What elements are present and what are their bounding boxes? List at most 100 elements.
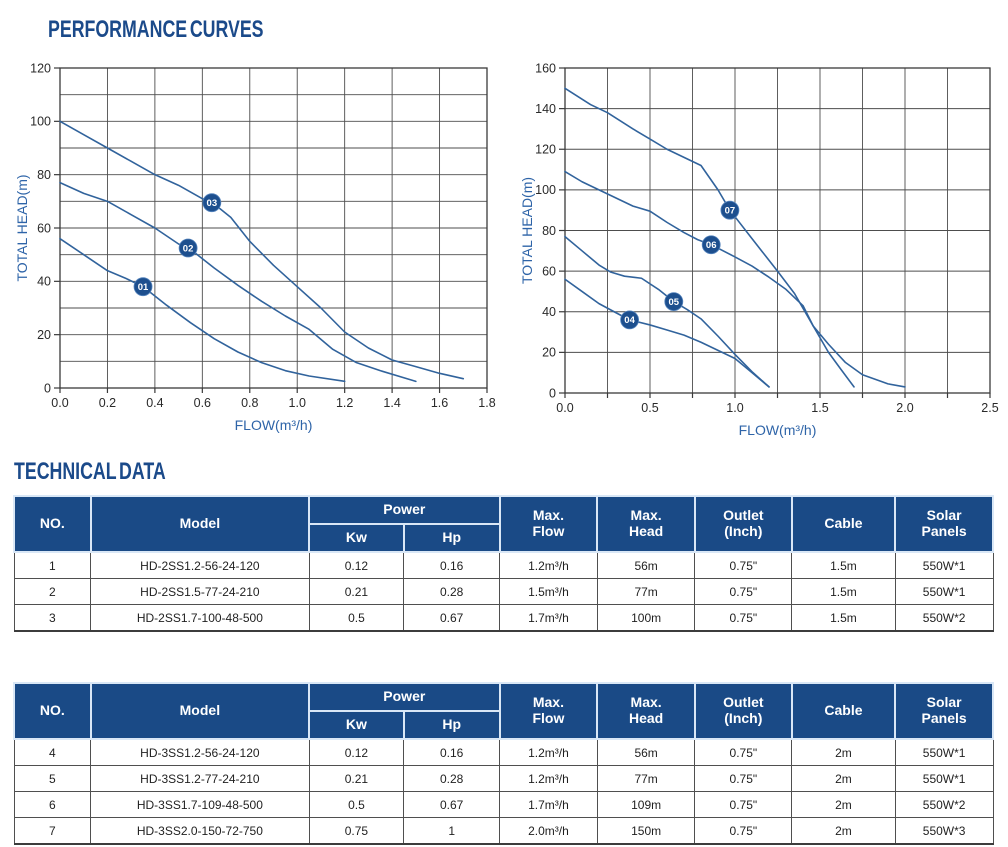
axis-ticks <box>559 67 991 398</box>
svg-text:0.4: 0.4 <box>146 396 163 410</box>
table-cell: 0.75" <box>694 604 793 632</box>
table-cell: 550W*2 <box>894 791 994 818</box>
table-cell: 550W*1 <box>894 765 994 792</box>
col-header-solar-panels: Solar Panels <box>894 682 994 740</box>
curve-marker-03: 03 <box>202 193 222 213</box>
curve-marker-02: 02 <box>178 238 198 258</box>
svg-text:0.8: 0.8 <box>241 396 258 410</box>
svg-text:0.5: 0.5 <box>641 401 658 415</box>
svg-text:60: 60 <box>542 264 556 278</box>
table-cell: 1.5m³/h <box>499 578 598 605</box>
table-cell: HD-3SS1.2-77-24-210 <box>90 765 310 792</box>
table-cell: 0.67 <box>403 791 501 818</box>
technical-data-table: NO. Model Power Max. Flow Max. Head Outlet (I… <box>13 682 994 845</box>
table-cell: 1.5m <box>791 578 896 605</box>
table-cell: 0.75" <box>694 765 793 792</box>
table-cell: 56m <box>596 738 696 766</box>
curve-06 <box>564 170 855 388</box>
svg-text:80: 80 <box>542 224 556 238</box>
col-header-kw: Kw <box>308 710 405 740</box>
col-header-outlet: Outlet (Inch) <box>693 682 793 740</box>
table-cell: 1 <box>13 551 92 579</box>
svg-text:120: 120 <box>30 61 51 75</box>
svg-text:2.0: 2.0 <box>896 401 913 415</box>
table-cell: 0.21 <box>308 578 405 605</box>
svg-text:1.4: 1.4 <box>383 396 400 410</box>
table-cell: 1.2m³/h <box>499 765 598 792</box>
table-cell: 0.12 <box>308 738 405 766</box>
tick-labels: 0.0 0.2 0.4 0.6 0.8 1.0 1.2 1.4 1.6 1.80204060801… <box>30 61 496 410</box>
svg-text:20: 20 <box>37 328 51 342</box>
svg-text:06: 06 <box>706 240 717 251</box>
table-cell: 3 <box>13 604 92 632</box>
table-cell: 56m <box>596 551 696 579</box>
performance-chart-right: 0.0 0.5 1.0 1.5 2.0 2.5 0 20 40 60 80 100 120 140 160 F… <box>519 61 999 438</box>
col-header-max-head: Max. Head <box>596 682 696 740</box>
table-cell: 6 <box>13 791 92 818</box>
curve-01 <box>59 237 346 383</box>
table-row: 5 HD-3SS1.2-77-24-210 0.21 0.28 1.2m³/h 77m 0.… <box>13 765 994 792</box>
table-cell: 1.5m <box>791 604 896 632</box>
table-cell: 77m <box>596 765 696 792</box>
table-cell: HD-2SS1.5-77-24-210 <box>90 578 310 605</box>
svg-text:1.8: 1.8 <box>478 396 495 410</box>
table-row: 4 HD-3SS1.2-56-24-120 0.12 0.16 1.2m³/h 56m 0.… <box>13 738 994 766</box>
svg-text:07: 07 <box>725 205 736 216</box>
svg-text:03: 03 <box>207 198 218 209</box>
table-cell: HD-3SS1.7-109-48-500 <box>90 791 310 818</box>
svg-text:80: 80 <box>37 168 51 182</box>
table-cell: 5 <box>13 765 92 792</box>
table-cell: 0.16 <box>403 551 501 579</box>
table-row: 1 HD-2SS1.2-56-24-120 0.12 0.16 1.2m³/h 56m 0.… <box>13 551 994 579</box>
technical-data-title: TECHNICAL DATA <box>14 458 166 485</box>
col-header-max-flow: Max. Flow <box>498 682 599 740</box>
col-header-max-flow: Max. Flow <box>498 495 599 553</box>
table-cell: 2.0m³/h <box>499 817 598 845</box>
table-cell: 0.75" <box>694 551 793 579</box>
curve-03 <box>59 120 465 380</box>
table-row: 3 HD-2SS1.7-100-48-500 0.5 0.67 1.7m³/h 100m 0… <box>13 604 994 632</box>
table-cell: 1.2m³/h <box>499 738 598 766</box>
table-cell: HD-2SS1.2-56-24-120 <box>90 551 310 579</box>
col-header-cable: Cable <box>790 495 897 553</box>
curve-marker-01: 01 <box>133 277 153 297</box>
table-cell: 1.7m³/h <box>499 791 598 818</box>
tick-labels: 0.0 0.5 1.0 1.5 2.0 2.5 0 20 40 60 80 100 120 140 160 <box>535 61 999 415</box>
svg-text:1.0: 1.0 <box>289 396 306 410</box>
table-cell: 0.75" <box>694 817 793 845</box>
table-cell: 0.75" <box>694 738 793 766</box>
table-cell: 1.7m³/h <box>499 604 598 632</box>
curve-marker-06: 06 <box>701 235 721 255</box>
x-axis-title: FLOW(m³/h) <box>235 417 313 433</box>
table-cell: 2m <box>791 791 896 818</box>
table-row: 2 HD-2SS1.5-77-24-210 0.21 0.28 1.5m³/h 77m 0.… <box>13 578 994 605</box>
table-cell: 2 <box>13 578 92 605</box>
svg-text:100: 100 <box>30 115 51 129</box>
svg-text:1.6: 1.6 <box>431 396 448 410</box>
svg-text:20: 20 <box>542 346 556 360</box>
svg-text:140: 140 <box>535 102 556 116</box>
col-header-cable: Cable <box>790 682 897 740</box>
table-cell: 0.5 <box>308 791 405 818</box>
table-cell: 550W*3 <box>894 817 994 845</box>
table-row: 6 HD-3SS1.7-109-48-500 0.5 0.67 1.7m³/h 109m 0… <box>13 791 994 818</box>
svg-text:1.2: 1.2 <box>336 396 353 410</box>
svg-text:05: 05 <box>669 297 680 308</box>
technical-data-table-1: NO. Model Power Max. Flow Max. Head Outlet (I… <box>13 495 994 632</box>
svg-text:100: 100 <box>535 183 556 197</box>
performance-curves-title: PERFORMANCE CURVES <box>48 16 264 43</box>
table-cell: 0.21 <box>308 765 405 792</box>
table-cell: 0.5 <box>308 604 405 632</box>
svg-text:04: 04 <box>624 315 635 326</box>
svg-text:160: 160 <box>535 61 556 75</box>
x-axis-title: FLOW(m³/h) <box>739 422 817 438</box>
curve-marker-05: 05 <box>664 292 684 311</box>
table-cell: 2m <box>791 765 896 792</box>
table-cell: 0.75" <box>694 791 793 818</box>
table-cell: 0.28 <box>403 578 501 605</box>
svg-text:40: 40 <box>542 305 556 319</box>
table-cell: 2m <box>791 817 896 845</box>
table-cell: 0.67 <box>403 604 501 632</box>
svg-text:1.5: 1.5 <box>811 401 828 415</box>
table-cell: 7 <box>13 817 92 845</box>
